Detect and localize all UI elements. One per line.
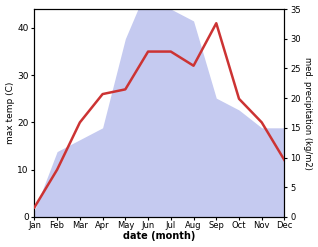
Y-axis label: med. precipitation (kg/m2): med. precipitation (kg/m2) [303, 57, 313, 169]
Y-axis label: max temp (C): max temp (C) [5, 82, 15, 144]
X-axis label: date (month): date (month) [123, 231, 196, 242]
